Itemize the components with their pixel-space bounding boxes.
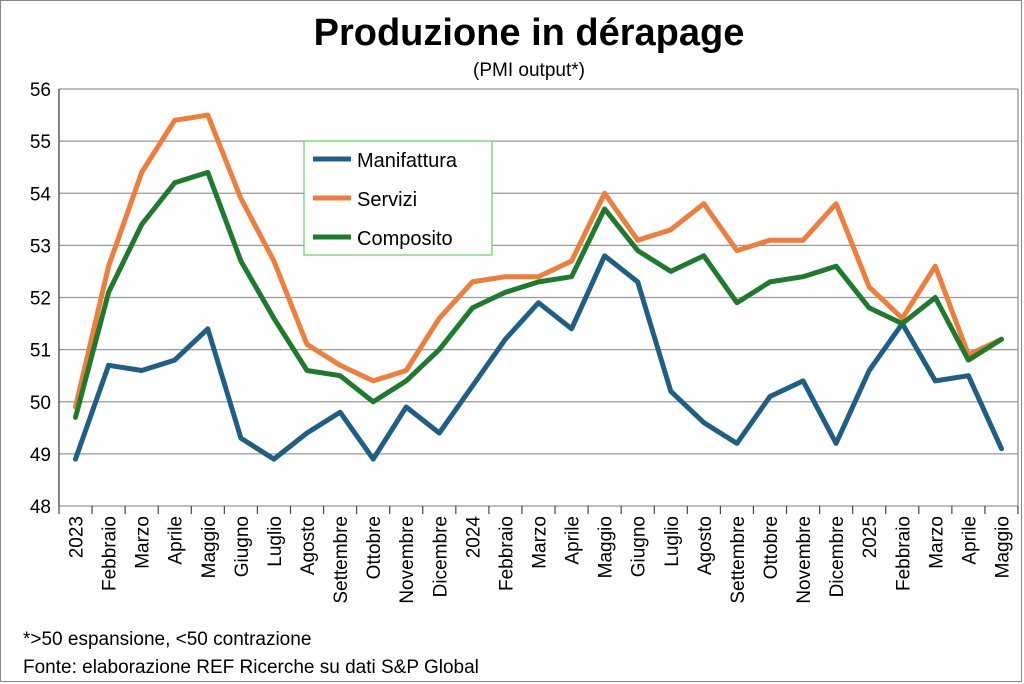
- x-tick-label: Luglio: [265, 516, 286, 567]
- x-tick-label: Marzo: [133, 516, 154, 569]
- x-tick-label: 2024: [463, 516, 484, 559]
- axes: [58, 89, 1019, 506]
- x-tick-label: Agosto: [298, 516, 319, 575]
- x-tick-label: Febbraio: [100, 516, 121, 591]
- x-tick-label: Febbraio: [893, 516, 914, 591]
- x-tick-label: Febbraio: [496, 516, 517, 591]
- x-tick-label: Luglio: [662, 516, 683, 567]
- series-lines: [73, 112, 1004, 462]
- x-tick-label: 2025: [860, 516, 881, 558]
- chart-subtitle: (PMI output*): [473, 60, 585, 81]
- gridlines: [59, 88, 1018, 507]
- series-line-servizi: [73, 112, 1004, 410]
- x-tick-label: Novembre: [397, 516, 418, 604]
- y-tick-label-51: 51: [30, 341, 51, 362]
- y-tick-label-48: 48: [30, 497, 51, 518]
- x-tick-label: Aprile: [563, 516, 584, 565]
- x-tick-label: Dicembre: [430, 516, 451, 597]
- note-source: Fonte: elaborazione REF Ricerche su dati…: [23, 657, 479, 678]
- x-tick-label: Maggio: [596, 516, 617, 578]
- y-axis-ticks: 48 49 50 51 52 53 54 55 56: [30, 80, 52, 518]
- y-tick-label-53: 53: [30, 236, 51, 257]
- legend-label-servizi: Servizi: [357, 189, 417, 211]
- x-tick-label: Marzo: [530, 516, 551, 569]
- x-tick-label: Ottobre: [364, 516, 385, 579]
- note-threshold: *>50 espansione, <50 contrazione: [23, 629, 311, 650]
- legend-item-composito: Composito: [313, 228, 453, 250]
- chart-title: Produzione in dérapage: [314, 12, 745, 54]
- y-tick-label-50: 50: [30, 393, 51, 414]
- y-tick-label-54: 54: [30, 184, 52, 205]
- y-tick-label-49: 49: [30, 445, 51, 466]
- series-line-composito: [73, 169, 1004, 420]
- series-line-manifattura: [73, 253, 1004, 462]
- x-tick-label: Dicembre: [827, 516, 848, 597]
- x-tick-label: Giugno: [629, 516, 650, 577]
- x-tick-label: 2023: [67, 516, 88, 558]
- x-tick-label: Agosto: [695, 516, 716, 575]
- x-tick-label: Marzo: [926, 516, 947, 569]
- legend-item-servizi: Servizi: [313, 189, 417, 211]
- x-tick-label: Settembre: [728, 516, 749, 604]
- y-tick-label-56: 56: [30, 80, 51, 101]
- y-tick-label-55: 55: [30, 132, 51, 153]
- x-tick-label: Aprile: [959, 516, 980, 565]
- x-tick-label: Maggio: [199, 516, 220, 578]
- legend: Manifattura Servizi Composito: [303, 140, 493, 256]
- x-tick-label: Aprile: [166, 516, 187, 565]
- legend-label-composito: Composito: [357, 228, 453, 250]
- x-axis-ticks: 2023 Febbraio Marzo Aprile Maggio Giugno Lugli…: [58, 506, 1019, 604]
- legend-label-manifattura: Manifattura: [357, 150, 458, 172]
- x-tick-label: Ottobre: [761, 516, 782, 579]
- x-tick-label: Novembre: [794, 516, 815, 604]
- y-tick-label-52: 52: [30, 289, 51, 310]
- x-tick-label: Giugno: [232, 516, 253, 577]
- x-tick-label: Maggio: [992, 516, 1013, 578]
- legend-item-manifattura: Manifattura: [313, 150, 458, 172]
- x-tick-label: Settembre: [331, 516, 352, 604]
